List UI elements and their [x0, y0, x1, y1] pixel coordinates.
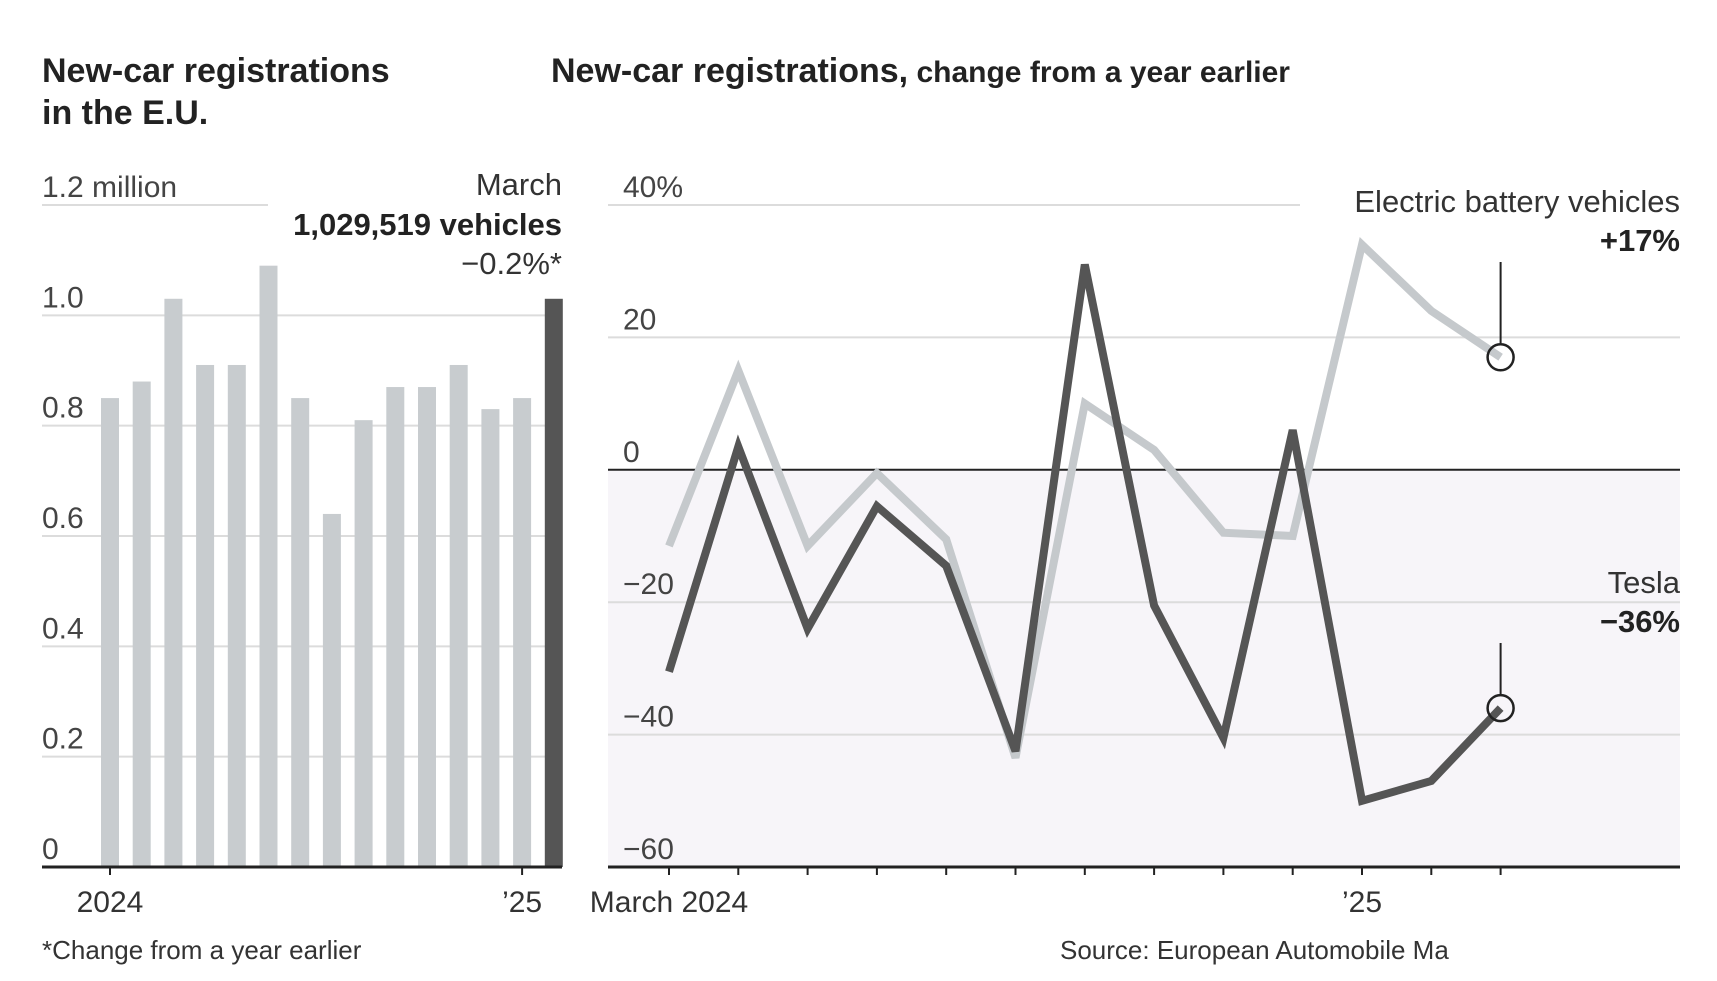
- footnote: *Change from a year earlier: [42, 935, 362, 965]
- bar-ytick-label: 0.8: [42, 392, 84, 425]
- left-title-line2: in the E.U.: [42, 94, 209, 132]
- series-endpoint-ev: [1486, 343, 1515, 372]
- line-ytick-label: 20: [623, 303, 656, 336]
- line-ytick-label: −40: [623, 701, 674, 734]
- line-ytick-label: −20: [623, 568, 674, 601]
- line-ytick-label: −60: [623, 833, 674, 866]
- tesla-value: −36%: [1600, 604, 1680, 639]
- line-xtick-label: ’25: [1342, 886, 1382, 919]
- bar-xtick-label: 2024: [77, 886, 144, 919]
- series-endpoint-tesla: [1486, 693, 1515, 723]
- bar-callout-value: 1,029,519 vehicles: [293, 207, 562, 242]
- bar-2024-08: [259, 265, 278, 867]
- bar-2025-02: [449, 364, 468, 867]
- bar-ytick-label: 1.0: [42, 281, 84, 314]
- line-ytick-label: 40%: [623, 171, 683, 204]
- bar-ytick-label: 1.2 million: [42, 171, 177, 204]
- right-title-sub: change from a year earlier: [908, 56, 1290, 89]
- bar-xtick-label: ’25: [502, 886, 542, 919]
- bar-ytick-label: 0.2: [42, 723, 84, 756]
- bar-2024-09: [291, 398, 310, 867]
- bar-callout-month: March: [476, 167, 562, 202]
- bar-callout-change: −0.2%*: [461, 246, 562, 281]
- bar-2025-01: [418, 387, 436, 867]
- bar-2024-06: [196, 364, 215, 867]
- bar-ytick-label: 0.4: [42, 612, 84, 645]
- bar-2025-03: [481, 409, 500, 867]
- bar-ytick-label: 0.6: [42, 502, 84, 535]
- left-chart-title: New-car registrations in the E.U.: [42, 50, 390, 134]
- bar-2024-05: [164, 298, 183, 867]
- ev-label: Electric battery vehicles: [1354, 184, 1680, 219]
- bar-ytick-label: 0: [42, 833, 59, 866]
- right-chart-title: New-car registrations, change from a yea…: [551, 50, 1290, 94]
- bar-2024-07: [227, 364, 246, 867]
- left-title-line1: New-car registrations: [42, 52, 390, 90]
- bar-2024-11: [354, 420, 373, 867]
- bar-2025-05: [544, 298, 563, 867]
- line-xtick-label: March 2024: [590, 886, 748, 919]
- series-line-ev: [665, 237, 1503, 759]
- series-line-tesla: [665, 263, 1504, 806]
- ev-value: +17%: [1600, 223, 1680, 258]
- bar-2025-04: [513, 398, 532, 867]
- bar-2024-03: [101, 398, 119, 867]
- bar-2024-12: [386, 387, 405, 867]
- bar-2024-04: [132, 381, 151, 867]
- tesla-label: Tesla: [1608, 565, 1681, 600]
- bar-2024-10: [322, 513, 341, 867]
- right-title-main: New-car registrations,: [551, 52, 909, 90]
- source-note: Source: European Automobile Ma: [1060, 935, 1449, 965]
- line-ytick-label: 0: [623, 436, 640, 469]
